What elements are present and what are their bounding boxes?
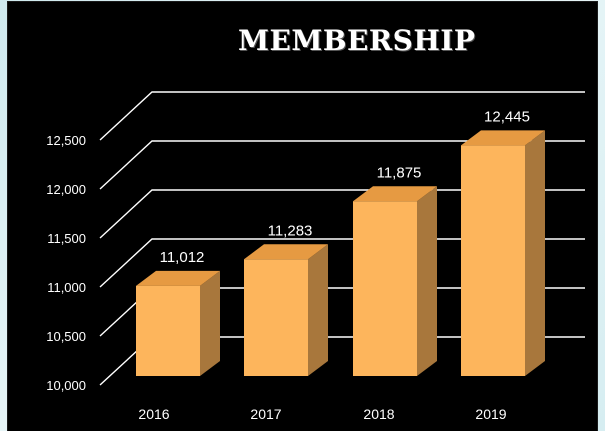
x-tick-label: 2017 [250, 406, 281, 422]
bar-side [200, 270, 220, 376]
bar-top [353, 186, 437, 202]
bar [353, 201, 417, 376]
bar-top [244, 244, 328, 260]
y-tick-label: 12,500 [46, 133, 86, 148]
x-tick-label: 2018 [363, 406, 394, 422]
data-label: 11,875 [377, 164, 422, 181]
y-tick-label: 11,500 [47, 231, 86, 246]
bar [461, 145, 525, 376]
gridline [99, 91, 585, 141]
data-label: 11,012 [160, 249, 205, 266]
x-tick-label: 2019 [475, 406, 506, 422]
gridline [99, 238, 585, 288]
bar [244, 259, 308, 376]
bar-side [308, 244, 328, 376]
bar [136, 285, 200, 376]
y-tick-label: 10,000 [46, 378, 86, 393]
chart-title: MEMBERSHIP [238, 24, 476, 57]
bar-side [525, 130, 545, 376]
data-label: 11,283 [268, 222, 313, 239]
bar-top [461, 130, 545, 146]
bar-top [136, 270, 220, 286]
y-tick-label: 11,000 [47, 280, 86, 295]
data-label: 12,445 [484, 108, 530, 125]
gridline [99, 140, 585, 190]
gridline [99, 189, 585, 239]
x-tick-label: 2016 [138, 406, 169, 422]
y-tick-label: 10,500 [46, 329, 86, 344]
y-tick-label: 12,000 [46, 182, 86, 197]
bar-side [417, 186, 437, 376]
